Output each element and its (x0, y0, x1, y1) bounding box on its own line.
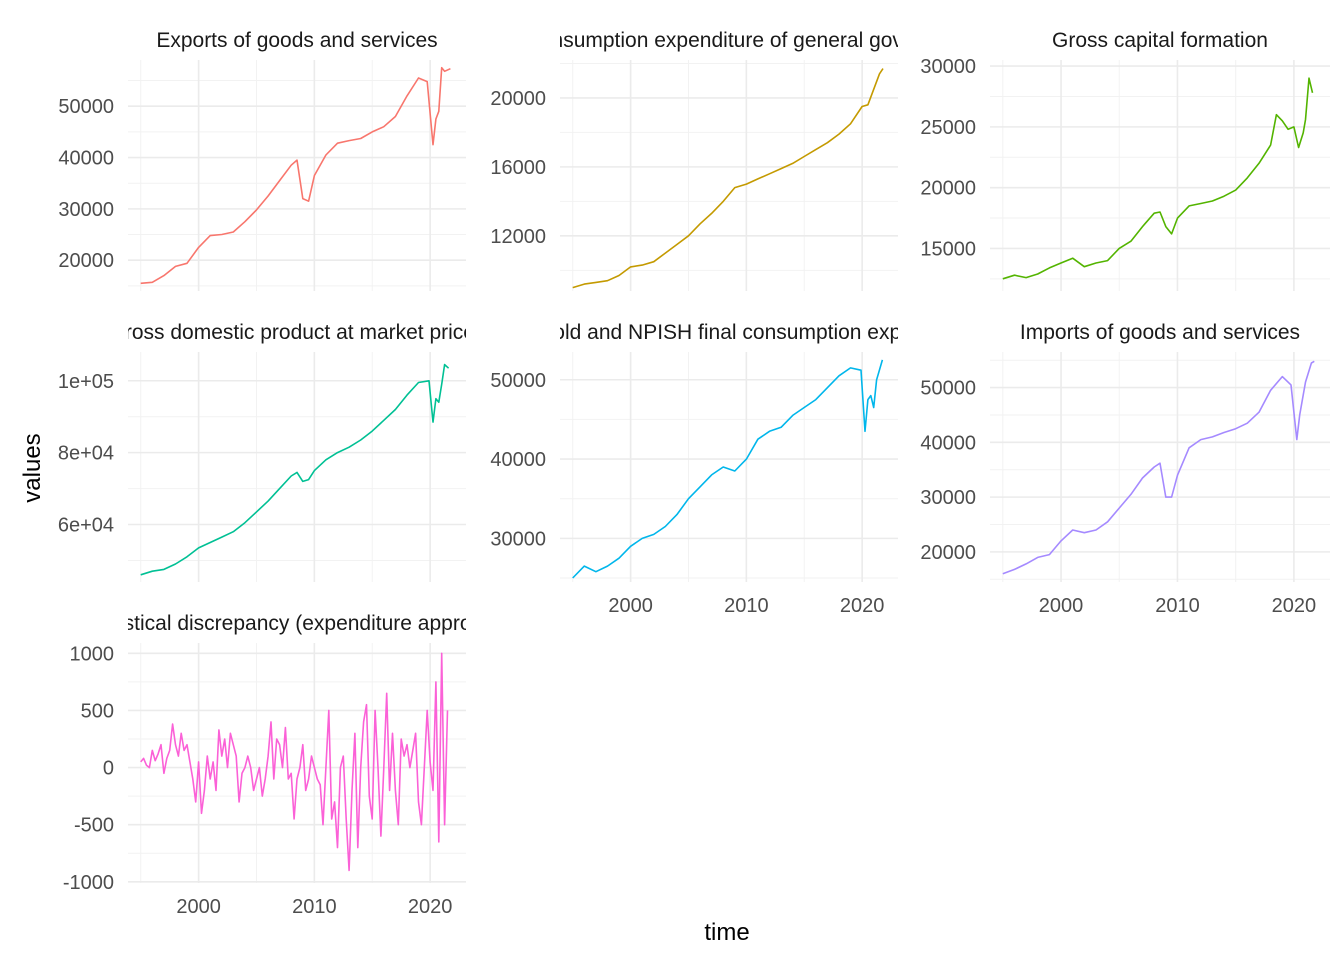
series-line (572, 68, 884, 289)
x-tick-label: 2020 (1272, 595, 1317, 617)
y-tick-label: 20000 (58, 250, 114, 272)
x-tick-label: 2010 (724, 595, 769, 617)
facet-title: Imports of goods and services (1020, 321, 1300, 344)
series-line (140, 66, 451, 285)
y-tick-label: 16000 (490, 157, 546, 179)
x-tick-label: 2020 (408, 896, 453, 918)
facet-title: Household and NPISH final consumption ex… (481, 321, 977, 344)
facet-panel: 20000 30000 40000 50000 2000 2010 2020 Imports … (920, 321, 1330, 617)
facet-panel: -1000 -500 0 500 1000 2000 2010 2020 Statistical… (63, 612, 513, 918)
series-line (1002, 360, 1315, 575)
y-tick-label: 50000 (920, 378, 976, 400)
facet-panel: 15000 20000 25000 30000 Gross capital format… (920, 29, 1330, 291)
y-tick-label: 40000 (920, 432, 976, 454)
y-tick-label: 20000 (920, 178, 976, 200)
facet-title: Statistical discrepancy (expenditure app… (82, 612, 513, 635)
y-tick-label: 0 (103, 758, 114, 780)
x-tick-label: 2000 (608, 595, 653, 617)
y-tick-label: -500 (74, 815, 114, 837)
facet-title: Gross capital formation (1052, 29, 1268, 52)
y-tick-label: 30000 (920, 56, 976, 78)
x-tick-label: 2010 (1155, 595, 1200, 617)
facet-title: Gross domestic product at market prices (109, 321, 486, 344)
x-tick-label: 2000 (1039, 595, 1084, 617)
y-tick-label: -1000 (63, 872, 114, 894)
y-tick-label: 6e+04 (58, 515, 114, 537)
y-tick-label: 40000 (490, 449, 546, 471)
facet-panel: 20000 30000 40000 50000 Exports of goods and… (58, 29, 466, 291)
y-axis-title: values (19, 433, 46, 502)
y-tick-label: 50000 (490, 370, 546, 392)
x-tick-label: 2000 (176, 896, 221, 918)
y-tick-label: 30000 (490, 528, 546, 550)
y-tick-label: 20000 (920, 542, 976, 564)
series-line (572, 359, 884, 579)
y-tick-label: 20000 (490, 88, 546, 110)
facet-panel: 30000 40000 50000 2000 2010 2020 Household and… (481, 321, 977, 617)
y-tick-label: 40000 (58, 148, 114, 170)
y-tick-label: 15000 (920, 238, 976, 260)
y-tick-label: 30000 (920, 487, 976, 509)
x-tick-label: 2010 (292, 896, 337, 918)
y-tick-label: 50000 (58, 96, 114, 118)
facet-title: Final consumption expenditure of general… (478, 29, 980, 52)
y-tick-label: 25000 (920, 117, 976, 139)
facet-title: Exports of goods and services (156, 29, 437, 52)
y-tick-label: 1000 (70, 643, 115, 665)
y-tick-label: 500 (81, 700, 114, 722)
x-axis-title: time (704, 919, 749, 946)
series-line (140, 652, 449, 872)
series-line (1002, 77, 1314, 280)
series-line (140, 363, 450, 576)
y-tick-label: 30000 (58, 199, 114, 221)
facet-panel: 6e+04 8e+04 1e+05 Gross domestic product at… (58, 321, 486, 582)
y-tick-label: 8e+04 (58, 443, 114, 465)
y-tick-label: 1e+05 (58, 371, 114, 393)
facet-panel: 12000 16000 20000 Final consumption expendi… (478, 29, 980, 291)
y-tick-label: 12000 (490, 226, 546, 248)
x-tick-label: 2020 (840, 595, 885, 617)
